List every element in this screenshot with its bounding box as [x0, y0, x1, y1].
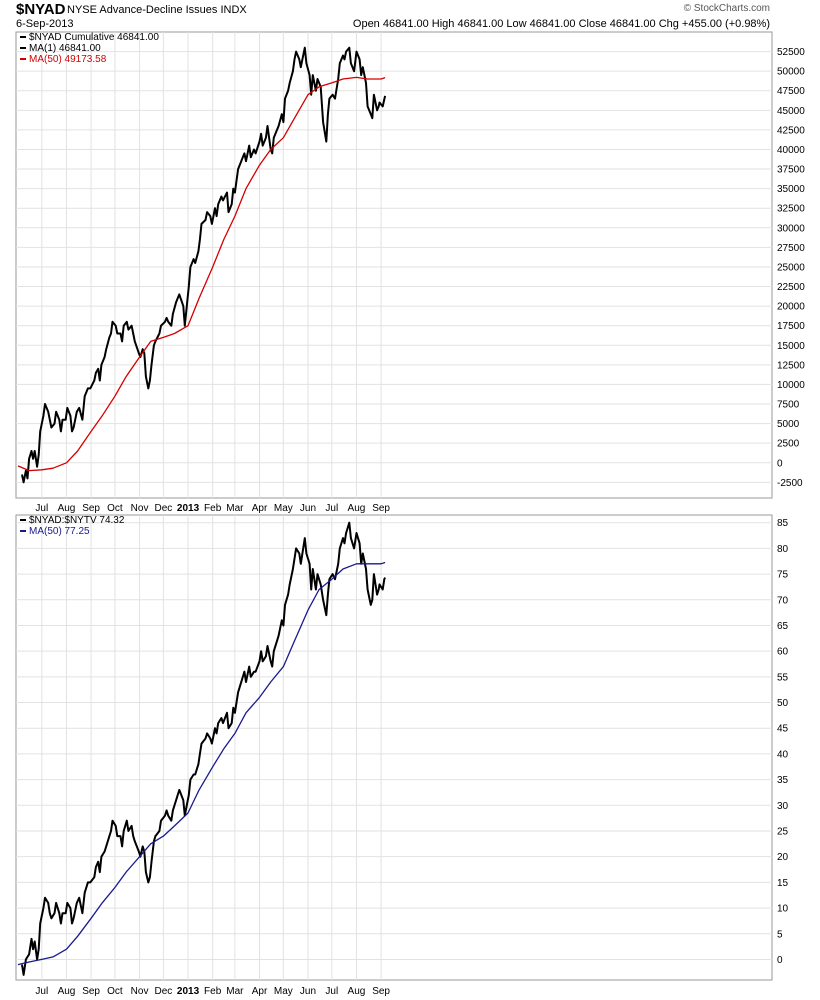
y-tick-label: 22500 — [777, 282, 805, 293]
x-tick-label: 2013 — [177, 503, 200, 514]
x-tick-label: Aug — [348, 503, 366, 514]
y-tick-label: 50000 — [777, 67, 805, 78]
y-tick-label: -2500 — [777, 478, 803, 489]
x-tick-label: Oct — [107, 986, 123, 997]
y-tick-label: 30000 — [777, 223, 805, 234]
y-tick-label: 55 — [777, 672, 789, 683]
x-tick-label: Nov — [131, 503, 149, 514]
y-tick-label: 25000 — [777, 262, 805, 273]
y-tick-label: 40 — [777, 749, 789, 760]
y-tick-label: 37500 — [777, 165, 805, 176]
plot-frame — [15, 514, 773, 981]
y-tick-label: 2500 — [777, 439, 800, 450]
symbol-description: NYSE Advance-Decline Issues INDX — [67, 4, 247, 16]
y-tick-label: 60 — [777, 647, 789, 658]
x-tick-label: Jun — [300, 503, 316, 514]
y-tick-label: 5000 — [777, 419, 800, 430]
x-tick-label: Jun — [300, 986, 316, 997]
legend-entry: MA(50) 49173.58 — [29, 54, 107, 65]
chart-date: 6-Sep-2013 — [16, 18, 74, 30]
y-tick-label: 50 — [777, 698, 789, 709]
y-tick-label: 25 — [777, 826, 789, 837]
credit-label: © StockCharts.com — [683, 3, 770, 14]
series-line-2 — [17, 76, 386, 472]
y-tick-label: 85 — [777, 518, 789, 529]
y-tick-label: 27500 — [777, 243, 805, 254]
y-tick-label: 65 — [777, 621, 789, 632]
legend-entry: $NYAD:$NYTV 74.32 — [29, 515, 125, 526]
y-tick-label: 0 — [777, 458, 783, 469]
series-line-1 — [21, 46, 387, 484]
x-tick-label: Aug — [348, 986, 366, 997]
x-tick-label: Mar — [226, 503, 244, 514]
y-tick-label: 47500 — [777, 86, 805, 97]
y-tick-label: 15000 — [777, 341, 805, 352]
series-line-1 — [21, 521, 386, 976]
x-tick-label: Aug — [58, 503, 76, 514]
y-tick-label: 75 — [777, 570, 789, 581]
legend-entry: MA(1) 46841.00 — [29, 43, 101, 54]
y-tick-label: 10 — [777, 904, 789, 915]
y-tick-label: 40000 — [777, 145, 805, 156]
panel-1: Jul Aug Sep Oct Nov Dec 2013 Feb Mar Apr May Jun Jul… — [15, 31, 805, 514]
y-tick-label: 17500 — [777, 321, 805, 332]
x-tick-label: May — [274, 986, 293, 997]
y-tick-label: 20000 — [777, 302, 805, 313]
legend-entry: $NYAD Cumulative 46841.00 — [29, 32, 159, 43]
y-tick-label: 7500 — [777, 400, 800, 411]
x-tick-label: Jul — [325, 503, 338, 514]
x-tick-label: Aug — [58, 986, 76, 997]
series-line-2 — [17, 561, 386, 966]
x-tick-label: Dec — [154, 986, 172, 997]
ohlc-summary: Open 46841.00 High 46841.00 Low 46841.00… — [352, 18, 770, 30]
y-tick-label: 0 — [777, 955, 783, 966]
x-tick-label: Dec — [154, 503, 172, 514]
y-tick-label: 42500 — [777, 125, 805, 136]
x-tick-label: Sep — [372, 986, 390, 997]
y-tick-label: 30 — [777, 801, 789, 812]
y-tick-label: 35000 — [777, 184, 805, 195]
y-tick-label: 32500 — [777, 204, 805, 215]
y-tick-label: 15 — [777, 878, 789, 889]
x-tick-label: Sep — [372, 503, 390, 514]
x-tick-label: Jul — [35, 986, 48, 997]
x-tick-label: Apr — [252, 503, 268, 514]
x-tick-label: Mar — [226, 986, 244, 997]
plot-frame — [15, 31, 773, 499]
x-tick-label: Oct — [107, 503, 123, 514]
x-tick-label: Sep — [82, 503, 100, 514]
x-tick-label: 2013 — [177, 986, 200, 997]
x-tick-label: Feb — [204, 986, 222, 997]
x-tick-label: Apr — [252, 986, 268, 997]
y-tick-label: 45 — [777, 724, 789, 735]
y-tick-label: 10000 — [777, 380, 805, 391]
y-tick-label: 20 — [777, 852, 789, 863]
x-tick-label: May — [274, 503, 293, 514]
panel-2: Jul Aug Sep Oct Nov Dec 2013 Feb Mar Apr May Jun Jul… — [15, 514, 789, 997]
legend-entry: MA(50) 77.25 — [29, 526, 90, 537]
x-tick-label: Feb — [204, 503, 222, 514]
chart-header: $NYAD NYSE Advance-Decline Issues INDX 6… — [0, 0, 820, 32]
y-tick-label: 5 — [777, 929, 783, 940]
y-tick-label: 70 — [777, 595, 789, 606]
symbol-label: $NYAD — [16, 1, 66, 18]
y-tick-label: 80 — [777, 544, 789, 555]
x-tick-label: Jul — [325, 986, 338, 997]
x-tick-label: Jul — [35, 503, 48, 514]
y-tick-label: 52500 — [777, 47, 805, 58]
x-tick-label: Nov — [131, 986, 149, 997]
y-tick-label: 45000 — [777, 106, 805, 117]
y-tick-label: 35 — [777, 775, 789, 786]
y-tick-label: 12500 — [777, 360, 805, 371]
x-tick-label: Sep — [82, 986, 100, 997]
